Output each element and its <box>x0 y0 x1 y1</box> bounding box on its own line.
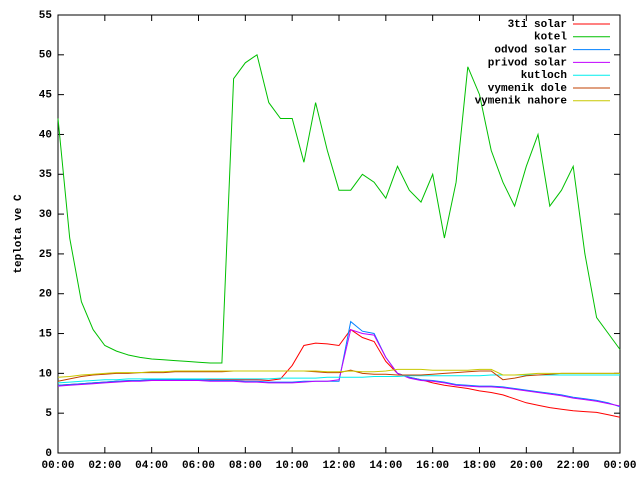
series-line <box>57 374 620 384</box>
x-tick-label: 18:00 <box>463 460 496 472</box>
y-tick-label: 0 <box>45 448 52 460</box>
x-tick-label: 22:00 <box>557 460 590 472</box>
series-line <box>57 53 621 364</box>
x-tick-label: 00:00 <box>603 460 636 472</box>
series-line <box>57 320 621 408</box>
series-line <box>57 369 620 382</box>
y-tick-label: 40 <box>39 129 52 141</box>
x-tick-label: 20:00 <box>510 460 543 472</box>
y-tick-label: 5 <box>45 408 52 420</box>
x-tick-label: 06:00 <box>182 460 215 472</box>
x-tick-label: 08:00 <box>229 460 262 472</box>
legend-label: 3ti solar <box>508 19 567 31</box>
legend-label: vymenik dole <box>488 83 568 95</box>
legend-label: odvod solar <box>494 45 567 57</box>
x-tick-label: 12:00 <box>322 460 355 472</box>
y-tick-label: 10 <box>39 368 52 380</box>
y-tick-label: 45 <box>39 90 53 102</box>
y-tick-label: 50 <box>39 50 52 62</box>
y-axis-label: teplota ve C <box>13 194 25 274</box>
y-tick-label: 15 <box>39 328 53 340</box>
x-tick-label: 04:00 <box>135 460 168 472</box>
legend-label: kutloch <box>521 70 567 82</box>
y-tick-label: 25 <box>39 249 53 261</box>
series-line <box>57 368 620 378</box>
y-tick-label: 35 <box>39 169 53 181</box>
legend-label: kotel <box>534 32 567 44</box>
x-tick-label: 16:00 <box>416 460 449 472</box>
y-tick-label: 30 <box>39 209 52 221</box>
y-tick-label: 55 <box>39 10 53 22</box>
x-tick-label: 02:00 <box>88 460 121 472</box>
series-line <box>57 328 621 407</box>
x-tick-label: 00:00 <box>41 460 74 472</box>
y-tick-label: 20 <box>39 289 52 301</box>
x-tick-label: 14:00 <box>369 460 402 472</box>
legend-label: privod solar <box>488 57 567 69</box>
x-tick-label: 10:00 <box>276 460 309 472</box>
legend-label: vymenik nahore <box>475 96 568 108</box>
